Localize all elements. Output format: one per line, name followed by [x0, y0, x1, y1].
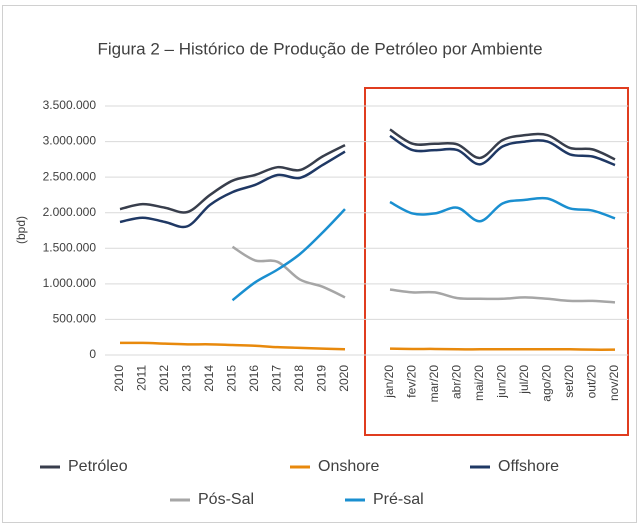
x-tick-label: jan/20 [382, 365, 396, 399]
series-line [119, 341, 616, 351]
legend-label: Petróleo [68, 458, 128, 475]
x-tick-label: jul/20 [517, 365, 531, 395]
x-tick-label: 2015 [225, 365, 239, 392]
x-tick-label: jun/20 [495, 365, 509, 399]
chart-frame [2, 5, 637, 523]
legend-label: Pré-sal [373, 491, 424, 508]
highlight-box [364, 87, 629, 436]
y-tick-label: 3.500.000 [43, 98, 97, 112]
series-line [231, 245, 616, 304]
x-tick-label: 2018 [292, 365, 306, 392]
series-line [119, 128, 616, 214]
x-tick-label: 2011 [135, 365, 149, 391]
y-tick-label: 2.000.000 [43, 205, 97, 219]
x-tick-label: 2020 [337, 365, 351, 392]
legend-label: Pós-Sal [198, 491, 254, 508]
x-tick-label: 2017 [270, 365, 284, 392]
y-tick-label: 0 [89, 347, 96, 361]
x-tick-label: 2016 [247, 365, 261, 392]
series-line [231, 196, 616, 302]
x-tick-label: ago/20 [540, 365, 554, 402]
x-tick-label: out/20 [585, 365, 599, 399]
x-tick-label: 2019 [315, 365, 329, 392]
y-tick-label: 1.500.000 [43, 240, 97, 254]
legend-label: Onshore [318, 458, 379, 475]
y-tick-label: 2.500.000 [43, 169, 97, 183]
y-tick-label: 500.000 [53, 312, 97, 326]
x-tick-label: mar/20 [427, 365, 441, 403]
series-line [119, 134, 616, 229]
x-tick-label: 2012 [157, 365, 171, 392]
y-axis-label: (bpd) [14, 216, 28, 244]
x-tick-label: 2013 [180, 365, 194, 392]
legend-label: Offshore [498, 458, 559, 475]
y-tick-label: 1.000.000 [43, 276, 97, 290]
x-tick-label: fev/20 [405, 365, 419, 398]
y-tick-label: 3.000.000 [43, 134, 97, 148]
chart-title: Figura 2 – Histórico de Produção de Petr… [97, 39, 542, 58]
x-tick-label: 2010 [112, 365, 126, 392]
x-tick-label: abr/20 [450, 365, 464, 399]
x-tick-label: nov/20 [607, 365, 621, 401]
x-tick-label: mai/20 [472, 365, 486, 401]
x-tick-label: 2014 [202, 365, 216, 392]
x-tick-label: set/20 [562, 365, 576, 398]
